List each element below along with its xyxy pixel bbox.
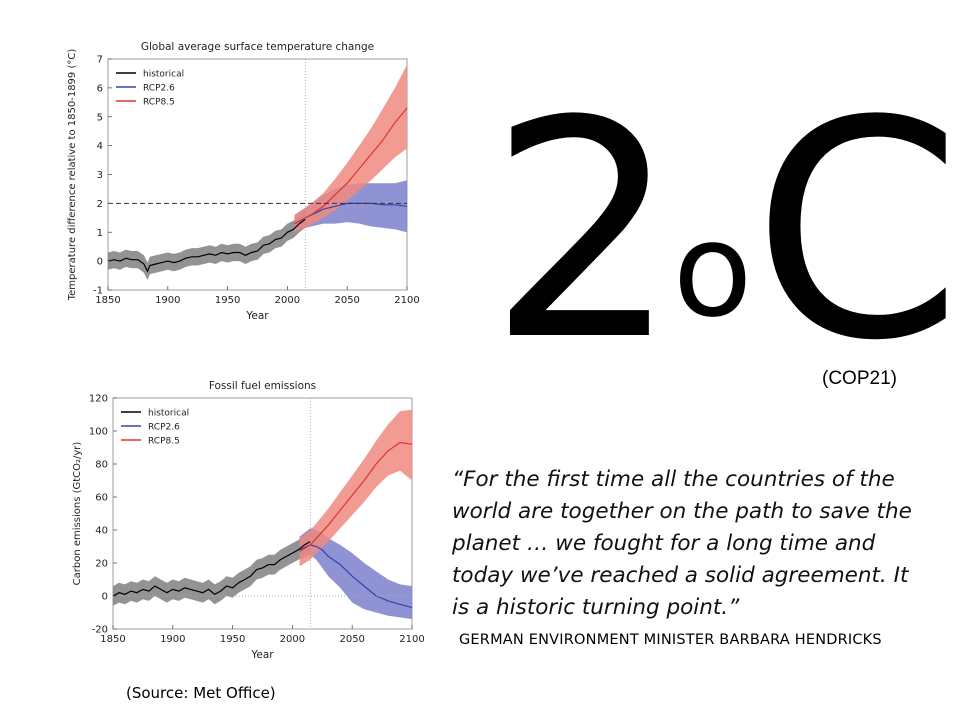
y-tick-label: 2	[97, 199, 103, 210]
temperature-chart: Global average surface temperature chang…	[67, 41, 420, 322]
y-tick-label: 7	[97, 55, 103, 66]
x-tick-label: 1950	[215, 295, 240, 306]
band-rcp85	[294, 64, 407, 233]
series-line-rcp85	[294, 107, 408, 225]
chart-title: Global average surface temperature chang…	[141, 41, 374, 53]
quote-text: “For the first time all the countries of…	[452, 467, 912, 620]
legend-label: RCP8.5	[143, 98, 175, 108]
y-tick-label: -20	[92, 625, 108, 636]
y-tick-label: 120	[89, 394, 108, 405]
x-tick-label: 1850	[95, 295, 120, 306]
legend-label: RCP8.5	[148, 437, 180, 447]
y-tick-label: 1	[97, 228, 103, 239]
x-tick-label: 1900	[160, 634, 185, 645]
x-tick-label: 2050	[339, 634, 364, 645]
x-tick-label: 2000	[280, 634, 305, 645]
band-historical	[108, 210, 306, 280]
x-tick-label: 1900	[155, 295, 180, 306]
x-axis-label: Year	[245, 310, 269, 322]
quote-attribution: GERMAN ENVIRONMENT MINISTER BARBARA HEND…	[459, 632, 882, 648]
y-tick-label: 5	[97, 112, 103, 123]
band-rcp85	[299, 409, 412, 567]
y-tick-label: 0	[102, 592, 108, 603]
x-tick-label: 1850	[100, 634, 125, 645]
y-tick-label: 4	[97, 141, 103, 152]
y-axis-label: Carbon emissions (GtCO₂/yr)	[72, 442, 83, 586]
series-line-rcp85	[299, 441, 413, 552]
series-line-historical	[107, 218, 306, 273]
chart-title: Fossil fuel emissions	[209, 380, 316, 392]
x-tick-label: 2050	[334, 295, 359, 306]
headline-degree-sign: o	[672, 194, 753, 346]
y-tick-label: 6	[97, 83, 103, 94]
series-line-rcp26	[299, 544, 413, 609]
y-tick-label: 20	[95, 559, 108, 570]
x-tick-label: 2000	[275, 295, 300, 306]
legend-label: historical	[143, 70, 184, 80]
headline-2-degrees: 2oC	[488, 82, 960, 382]
headline-unit: C	[752, 57, 960, 406]
x-tick-label: 2100	[394, 295, 419, 306]
y-axis-label: Temperature difference relative to 1850-…	[67, 49, 78, 302]
x-axis-label: Year	[250, 649, 274, 661]
x-tick-label: 2100	[399, 634, 424, 645]
band-rcp26	[294, 180, 407, 233]
y-tick-label: -1	[93, 286, 103, 297]
legend-label: RCP2.6	[148, 423, 180, 433]
headline-number: 2	[488, 57, 679, 406]
y-tick-label: 40	[95, 526, 108, 537]
headline-note: (COP21)	[822, 368, 897, 389]
y-tick-label: 60	[95, 493, 108, 504]
legend-label: RCP2.6	[143, 84, 175, 94]
x-tick-label: 1950	[220, 634, 245, 645]
series-line-historical	[112, 541, 311, 597]
y-tick-label: 80	[95, 460, 108, 471]
emissions-chart: Fossil fuel emissions 1850 1900 1950 2000 205…	[72, 380, 425, 661]
y-tick-label: 100	[89, 427, 108, 438]
legend-label: historical	[148, 409, 189, 419]
y-tick-label: 0	[97, 257, 103, 268]
band-historical	[113, 531, 311, 606]
y-tick-label: 3	[97, 170, 103, 181]
source-note: (Source: Met Office)	[126, 684, 276, 702]
